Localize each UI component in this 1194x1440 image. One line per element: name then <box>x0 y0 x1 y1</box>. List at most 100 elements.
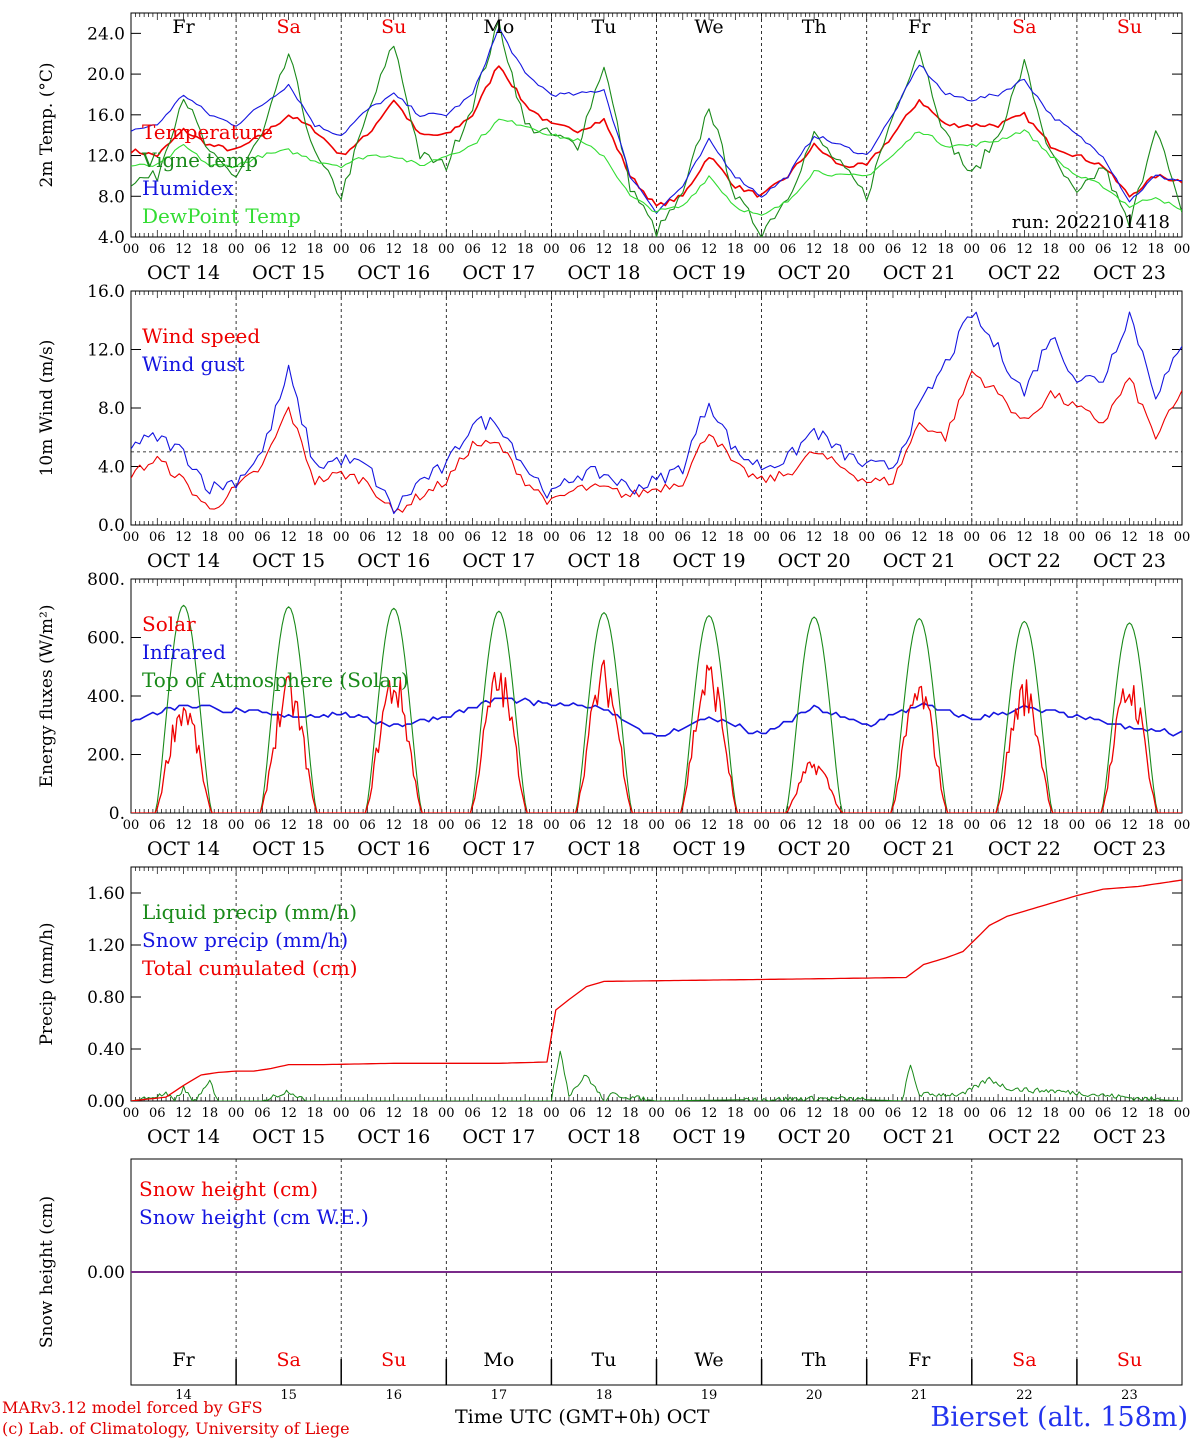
hour-tick-label: 12 <box>1016 242 1033 257</box>
weekday-label: Su <box>1117 16 1142 38</box>
weekday-label: Tu <box>591 16 616 38</box>
hour-tick-label: 06 <box>359 530 376 545</box>
hour-tick-label: 00 <box>964 1106 981 1121</box>
legend-entry: Vigne temp <box>141 148 258 172</box>
hour-tick-label: 00 <box>228 1106 245 1121</box>
weekday-label: We <box>694 16 723 38</box>
hour-tick-label: 06 <box>1095 242 1112 257</box>
hour-tick-label: 12 <box>701 242 718 257</box>
hour-tick-label: 06 <box>254 242 271 257</box>
time-axis-title: Time UTC (GMT+0h) OCT <box>455 1406 710 1428</box>
model-credit: MARv3.12 model forced by GFS <box>2 1398 263 1417</box>
hour-tick-label: 18 <box>202 818 219 833</box>
hour-tick-label: 12 <box>491 1106 508 1121</box>
weekday-label: Su <box>381 16 406 38</box>
y-tick-label: 600. <box>87 629 125 649</box>
y-tick-label: 200. <box>87 746 125 766</box>
day-number-label: 19 <box>701 1388 718 1403</box>
hour-tick-label: 06 <box>254 530 271 545</box>
hour-tick-label: 00 <box>438 818 455 833</box>
date-label: OCT 22 <box>988 262 1061 284</box>
date-label: OCT 20 <box>778 1126 851 1148</box>
day-number-label: 20 <box>806 1388 823 1403</box>
y-tick-label: 0.80 <box>87 988 125 1008</box>
day-number-label: 17 <box>491 1388 508 1403</box>
hour-tick-label: 18 <box>727 242 744 257</box>
date-label: OCT 17 <box>462 1126 535 1148</box>
legend-entry: Humidex <box>142 176 234 200</box>
plot-area <box>131 20 1182 237</box>
panel-2: 0.0 4.0 8.0 12.0 16.0 10m Wind (m/s) 00 06 12 18 O… <box>37 282 1190 572</box>
hour-tick-label: 06 <box>675 1106 692 1121</box>
day-number-label: 22 <box>1016 1388 1033 1403</box>
date-label: OCT 15 <box>252 1126 325 1148</box>
hour-tick-label: 18 <box>1042 818 1059 833</box>
y-tick-label: 20.0 <box>87 65 125 85</box>
date-label: OCT 21 <box>883 1126 956 1148</box>
legend-entry: Top of Atmosphere (Solar) <box>142 668 409 692</box>
panel-1: 4.0 8.0 12.0 16.0 20.0 24.0 2m Temp. (°C) 00 06 1… <box>37 12 1191 284</box>
date-label: OCT 14 <box>147 262 220 284</box>
date-label: OCT 16 <box>357 1126 430 1148</box>
date-label: OCT 14 <box>147 1126 220 1148</box>
date-label: OCT 17 <box>462 838 535 860</box>
hour-tick-label: 12 <box>806 818 823 833</box>
hour-tick-label: 06 <box>675 242 692 257</box>
panel-4: 0.00 0.40 0.80 1.20 1.60 Precip (mm/h) 00 06 12 1… <box>37 866 1190 1148</box>
legend-entry: Snow precip (mm/h) <box>142 928 348 952</box>
series-line <box>131 27 1182 214</box>
y-axis-label: 2m Temp. (°C) <box>37 62 57 187</box>
weekday-label: Sa <box>276 16 300 38</box>
date-label: OCT 22 <box>988 1126 1061 1148</box>
date-label: OCT 14 <box>147 550 220 572</box>
plot-area <box>131 311 1182 515</box>
hour-tick-label: 18 <box>517 818 534 833</box>
hour-tick-label: 06 <box>990 1106 1007 1121</box>
date-label: OCT 21 <box>883 262 956 284</box>
date-label: OCT 16 <box>357 838 430 860</box>
hour-tick-label: 00 <box>333 242 350 257</box>
hour-tick-label: 06 <box>359 242 376 257</box>
hour-tick-label: 00 <box>333 1106 350 1121</box>
hour-tick-label: 00 <box>1069 242 1086 257</box>
day-number-label: 16 <box>385 1388 402 1403</box>
hour-tick-label: 12 <box>701 818 718 833</box>
hour-tick-label: 18 <box>622 818 639 833</box>
hour-tick-label: 06 <box>780 818 797 833</box>
hour-tick-label: 12 <box>806 1106 823 1121</box>
series-line <box>131 1050 1182 1101</box>
weekday-label: Sa <box>276 1349 300 1371</box>
hour-tick-label: 00 <box>123 818 140 833</box>
hour-tick-label: 12 <box>1016 530 1033 545</box>
hour-tick-label: 00 <box>1174 242 1191 257</box>
legend-entry: Infrared <box>142 640 226 664</box>
plot-area <box>131 604 1182 813</box>
legend-entry: Solar <box>142 612 196 636</box>
series-line <box>131 311 1182 515</box>
month-label: OCT <box>666 1406 710 1428</box>
y-tick-label: 12.0 <box>87 147 125 167</box>
hour-tick-label: 06 <box>885 242 902 257</box>
hour-tick-label: 06 <box>464 818 481 833</box>
hour-tick-label: 12 <box>911 1106 928 1121</box>
hour-tick-label: 00 <box>123 530 140 545</box>
y-tick-label: 4.0 <box>98 458 125 478</box>
hour-tick-label: 18 <box>1042 1106 1059 1121</box>
y-tick-label: 0.00 <box>87 1092 125 1112</box>
hour-tick-label: 00 <box>438 530 455 545</box>
hour-tick-label: 00 <box>228 818 245 833</box>
y-axis-label: 10m Wind (m/s) <box>37 340 57 477</box>
date-label: OCT 23 <box>1093 1126 1166 1148</box>
hour-tick-label: 12 <box>596 1106 613 1121</box>
legend-entry: Snow height (cm) <box>139 1177 318 1201</box>
date-label: OCT 18 <box>567 838 640 860</box>
date-label: OCT 20 <box>778 262 851 284</box>
series-line <box>131 604 1182 813</box>
hour-tick-label: 18 <box>202 242 219 257</box>
legend-entry: Wind gust <box>142 352 245 376</box>
y-axis-label: Snow height (cm) <box>37 1196 57 1348</box>
hour-tick-label: 18 <box>412 818 429 833</box>
weekday-label: Mo <box>483 16 514 38</box>
date-label: OCT 20 <box>778 550 851 572</box>
